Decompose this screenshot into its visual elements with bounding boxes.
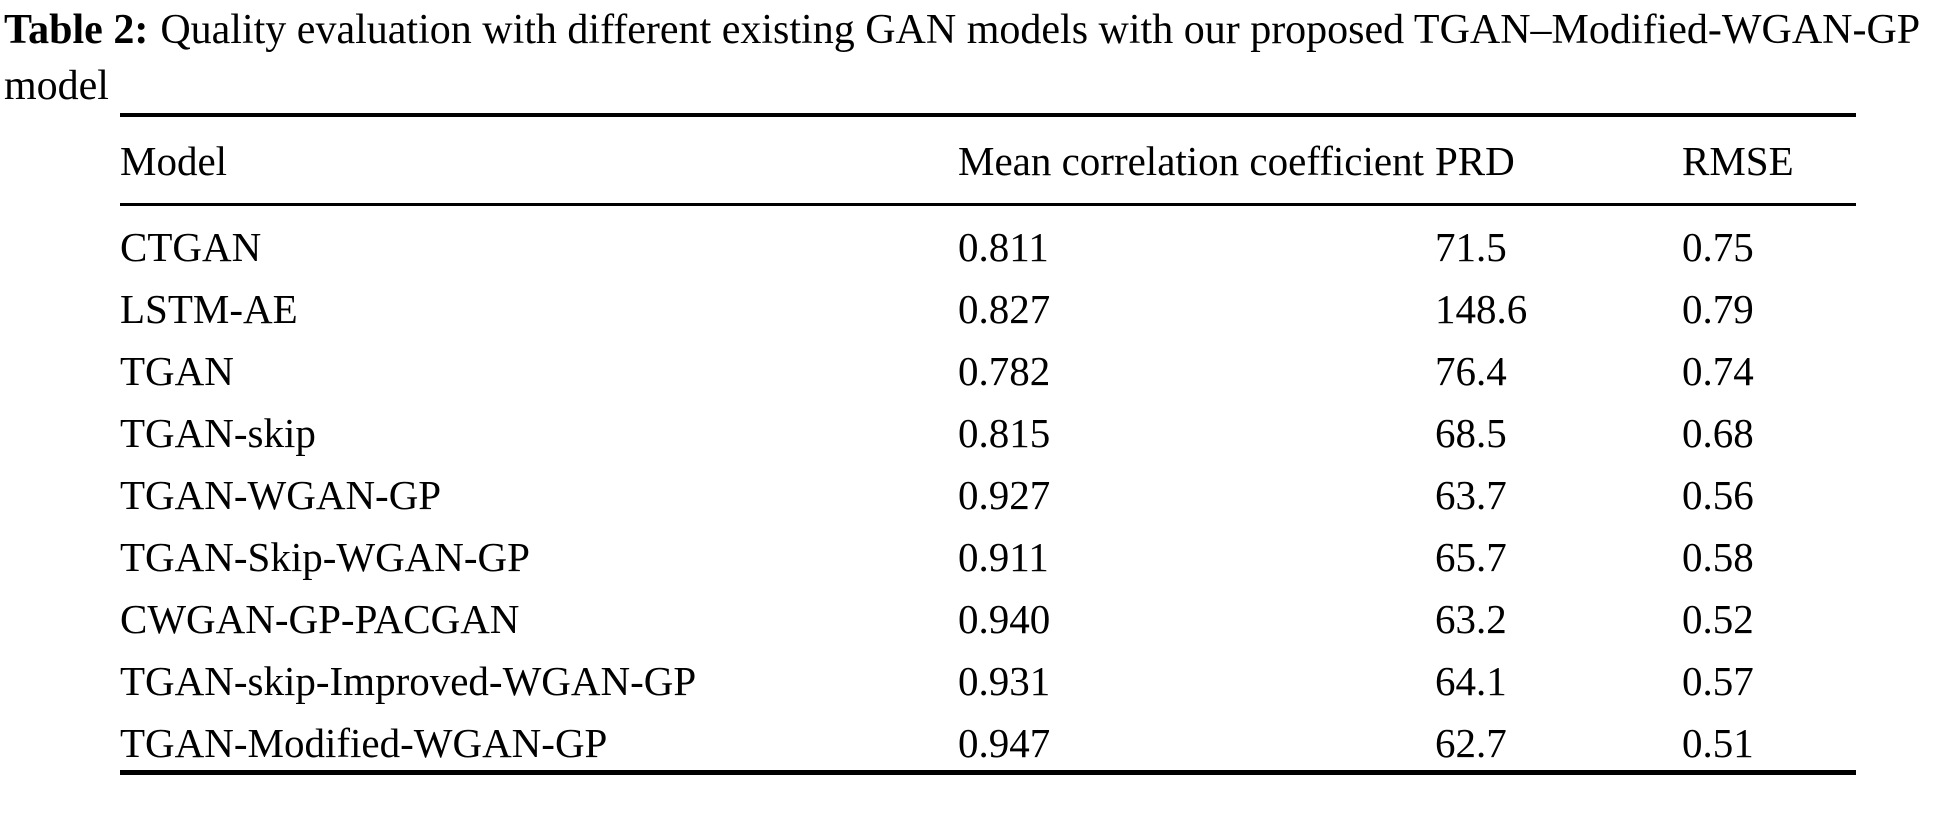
column-header-prd: PRD xyxy=(1435,115,1682,206)
cell-model: CTGAN xyxy=(120,224,262,270)
cell-mcc: 0.827 xyxy=(958,286,1051,332)
cell-rmse: 0.51 xyxy=(1682,720,1754,766)
table-row: TGAN-Skip-WGAN-GP 0.911 65.7 0.58 xyxy=(120,522,1856,584)
cell-prd: 71.5 xyxy=(1435,224,1507,270)
cell-prd: 62.7 xyxy=(1435,720,1507,766)
cell-prd: 76.4 xyxy=(1435,348,1507,394)
results-table-wrapper: Model Mean correlation coefficient PRD R… xyxy=(120,113,1856,775)
cell-rmse: 0.68 xyxy=(1682,410,1754,456)
cell-rmse: 0.75 xyxy=(1682,224,1754,270)
table-row: TGAN-WGAN-GP 0.927 63.7 0.56 xyxy=(120,460,1856,522)
table-caption-text: Quality evaluation with different existi… xyxy=(4,7,1919,109)
cell-mcc: 0.927 xyxy=(958,472,1051,518)
cell-prd: 64.1 xyxy=(1435,658,1507,704)
cell-model: TGAN-Skip-WGAN-GP xyxy=(120,534,530,580)
cell-model: CWGAN-GP-PACGAN xyxy=(120,596,520,642)
column-header-model: Model xyxy=(120,115,958,206)
cell-rmse: 0.57 xyxy=(1682,658,1754,704)
cell-model: TGAN-skip xyxy=(120,410,316,456)
cell-prd: 63.2 xyxy=(1435,596,1507,642)
cell-mcc: 0.947 xyxy=(958,720,1051,766)
table-row: LSTM-AE 0.827 148.6 0.79 xyxy=(120,274,1856,336)
table-row: TGAN 0.782 76.4 0.74 xyxy=(120,336,1856,398)
cell-mcc: 0.782 xyxy=(958,348,1051,394)
table-caption: Table 2: Quality evaluation with differen… xyxy=(4,2,1950,114)
cell-rmse: 0.79 xyxy=(1682,286,1754,332)
results-table: Model Mean correlation coefficient PRD R… xyxy=(120,113,1856,775)
cell-model: TGAN-WGAN-GP xyxy=(120,472,442,518)
cell-prd: 65.7 xyxy=(1435,534,1507,580)
table-body: CTGAN 0.811 71.5 0.75 LSTM-AE 0.827 148.… xyxy=(120,205,1856,773)
cell-model: TGAN-skip-Improved-WGAN-GP xyxy=(120,658,697,704)
cell-mcc: 0.940 xyxy=(958,596,1051,642)
cell-rmse: 0.74 xyxy=(1682,348,1754,394)
table-header: Model Mean correlation coefficient PRD R… xyxy=(120,115,1856,206)
header-row: Model Mean correlation coefficient PRD R… xyxy=(120,115,1856,206)
cell-mcc: 0.815 xyxy=(958,410,1051,456)
column-header-mean-correlation-coefficient: Mean correlation coefficient xyxy=(958,115,1435,206)
cell-rmse: 0.56 xyxy=(1682,472,1754,518)
table-row: TGAN-skip-Improved-WGAN-GP 0.931 64.1 0.… xyxy=(120,646,1856,708)
cell-prd: 63.7 xyxy=(1435,472,1507,518)
cell-mcc: 0.931 xyxy=(958,658,1051,704)
cell-rmse: 0.52 xyxy=(1682,596,1754,642)
cell-prd: 68.5 xyxy=(1435,410,1507,456)
column-header-rmse: RMSE xyxy=(1682,115,1856,206)
table-row: TGAN-skip 0.815 68.5 0.68 xyxy=(120,398,1856,460)
cell-rmse: 0.58 xyxy=(1682,534,1754,580)
cell-prd: 148.6 xyxy=(1435,286,1528,332)
table-row: CTGAN 0.811 71.5 0.75 xyxy=(120,205,1856,275)
table-row: CWGAN-GP-PACGAN 0.940 63.2 0.52 xyxy=(120,584,1856,646)
cell-mcc: 0.811 xyxy=(958,224,1049,270)
cell-model: TGAN xyxy=(120,348,234,394)
cell-model: LSTM-AE xyxy=(120,286,298,332)
cell-model: TGAN-Modified-WGAN-GP xyxy=(120,720,608,766)
table-caption-label: Table 2: xyxy=(4,7,149,53)
cell-mcc: 0.911 xyxy=(958,534,1049,580)
table-row: TGAN-Modified-WGAN-GP 0.947 62.7 0.51 xyxy=(120,708,1856,773)
